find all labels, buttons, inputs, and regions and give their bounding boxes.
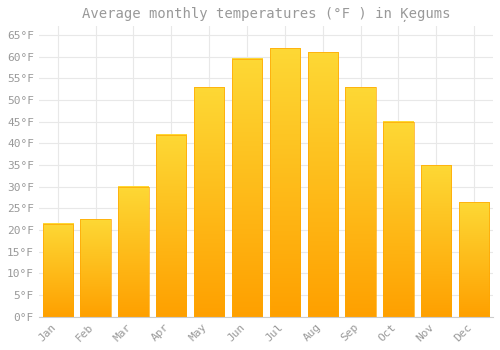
Bar bbox=[42, 224, 73, 317]
Bar bbox=[118, 187, 148, 317]
Title: Average monthly temperatures (°F ) in Ķegums: Average monthly temperatures (°F ) in Ķe… bbox=[82, 7, 450, 22]
Bar bbox=[194, 87, 224, 317]
Bar bbox=[384, 122, 414, 317]
Bar bbox=[459, 202, 490, 317]
Bar bbox=[346, 87, 376, 317]
Bar bbox=[80, 219, 110, 317]
Bar bbox=[156, 135, 186, 317]
Bar bbox=[308, 52, 338, 317]
Bar bbox=[270, 48, 300, 317]
Bar bbox=[232, 59, 262, 317]
Bar bbox=[421, 165, 452, 317]
